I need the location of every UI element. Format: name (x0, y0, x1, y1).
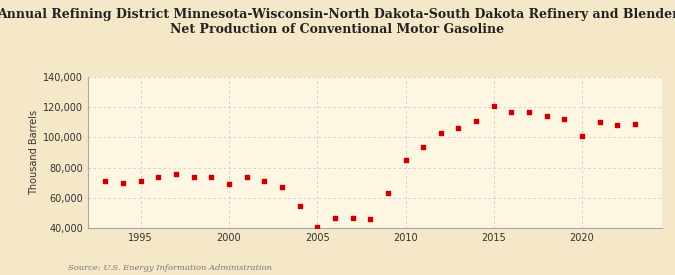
Point (223, 182, 234, 186)
Point (435, 131, 446, 135)
Point (312, 224, 323, 229)
Point (135, 179, 146, 183)
Y-axis label: Thousand Barrels: Thousand Barrels (29, 110, 38, 195)
Point (364, 217, 375, 221)
Point (489, 103, 500, 108)
Point (153, 175, 164, 179)
Point (259, 179, 270, 183)
Point (559, 117, 570, 122)
Point (524, 109, 535, 114)
Point (100, 179, 111, 183)
Point (576, 134, 587, 138)
Point (453, 126, 464, 131)
Point (294, 203, 305, 208)
Point (541, 114, 552, 119)
Point (171, 172, 182, 176)
Text: Source: U.S. Energy Information Administration: Source: U.S. Energy Information Administ… (68, 264, 271, 272)
Point (241, 175, 252, 179)
Point (206, 175, 217, 179)
Point (383, 191, 394, 196)
Point (594, 120, 605, 125)
Point (277, 185, 288, 190)
Point (400, 158, 411, 162)
Point (188, 175, 199, 179)
Point (347, 215, 358, 220)
Point (117, 181, 128, 185)
Point (418, 144, 429, 149)
Point (612, 123, 623, 128)
Point (470, 119, 481, 123)
Point (329, 215, 340, 220)
Text: Annual Refining District Minnesota-Wisconsin-North Dakota-South Dakota Refinery : Annual Refining District Minnesota-Wisco… (0, 8, 675, 36)
Point (506, 109, 517, 114)
Point (630, 122, 641, 126)
